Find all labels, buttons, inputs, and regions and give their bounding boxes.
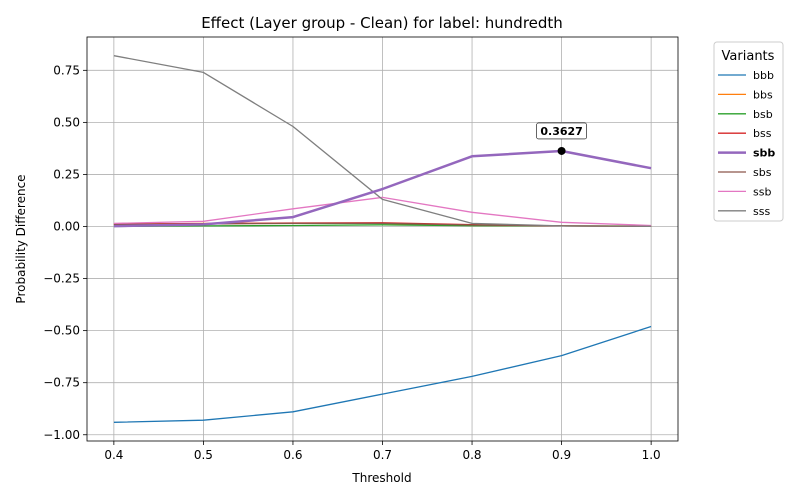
y-tick-label: 0.00	[53, 220, 80, 234]
y-tick-label: −0.75	[43, 376, 80, 390]
x-tick-label: 0.8	[462, 448, 481, 462]
annotation-marker	[557, 146, 566, 155]
peak-annotation: 0.3627	[536, 122, 587, 155]
y-tick-label: 0.25	[53, 167, 80, 181]
x-tick-label: 0.7	[373, 448, 392, 462]
y-axis-label: Probability Difference	[14, 174, 28, 303]
annotation-label: 0.3627	[540, 125, 582, 138]
legend-label-sss: sss	[753, 205, 770, 218]
legend-label-bbs: bbs	[753, 88, 773, 101]
y-tick-label: 0.75	[53, 63, 80, 77]
legend-label-sbs: sbs	[753, 166, 772, 179]
legend-label-bsb: bsb	[753, 108, 773, 121]
x-tick-label: 0.9	[552, 448, 571, 462]
chart-title: Effect (Layer group - Clean) for label: …	[201, 14, 563, 32]
legend: Variants bbb bbs bsb bss sbb sbs ssb sss	[713, 41, 784, 222]
grid	[87, 37, 678, 441]
x-tick-label: 0.6	[283, 448, 302, 462]
legend-items: bbb bbs bsb bss sbb sbs ssb sss	[718, 69, 775, 218]
legend-label-sbb: sbb	[753, 147, 775, 160]
series-line-ssb	[113, 196, 652, 227]
y-tick-label: −0.50	[43, 324, 80, 338]
legend-title: Variants	[722, 49, 775, 64]
y-tick-label: 0.50	[53, 115, 80, 129]
y-tick-label: −0.25	[43, 272, 80, 286]
series-line-sss	[113, 55, 652, 227]
x-tick-label: 1.0	[642, 448, 661, 462]
annotation-box	[536, 122, 587, 140]
y-axis-ticks: 0.75 0.50 0.25 0.00 −0.25 −0.50 −0.75 −1.00	[43, 63, 87, 442]
x-axis-ticks: 0.4 0.5 0.6 0.7 0.8 0.9 1.0	[104, 441, 661, 462]
y-tick-label: −1.00	[43, 428, 80, 442]
x-tick-label: 0.5	[194, 448, 213, 462]
x-axis-label: Threshold	[351, 471, 411, 485]
x-tick-label: 0.4	[104, 448, 123, 462]
legend-label-bbb: bbb	[753, 69, 774, 82]
legend-label-ssb: ssb	[753, 185, 771, 198]
series-line-bbb	[113, 325, 652, 423]
legend-frame	[713, 41, 784, 222]
legend-label-bss: bss	[753, 127, 772, 140]
